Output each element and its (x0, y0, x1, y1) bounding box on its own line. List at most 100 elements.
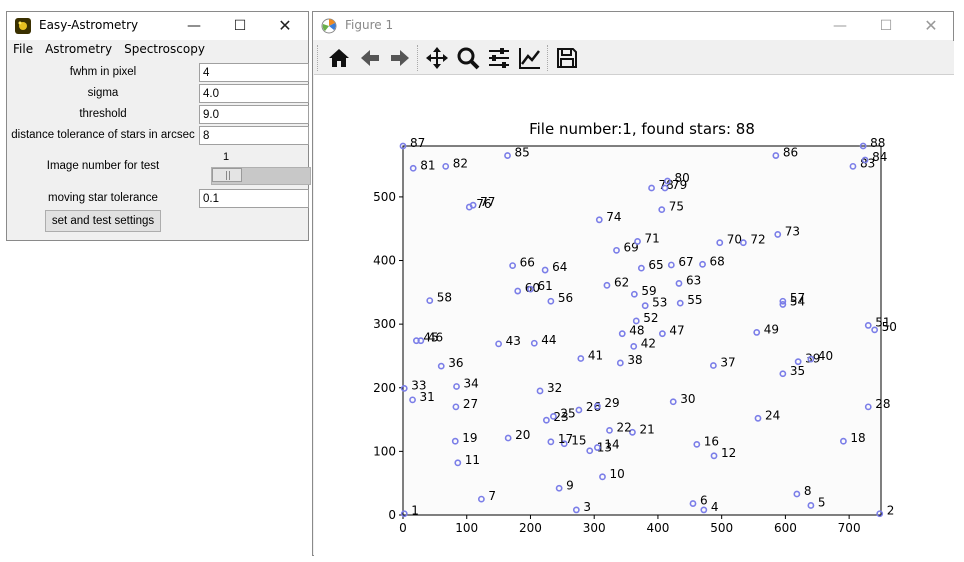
star-label: 42 (641, 336, 656, 350)
star-marker (716, 239, 724, 247)
pan-icon[interactable] (425, 46, 449, 70)
star-marker (669, 398, 677, 406)
star-label: 43 (506, 334, 521, 348)
star-marker (452, 403, 460, 411)
moving-tolerance-row: moving star tolerance (7, 189, 309, 210)
x-tick-label: 500 (710, 521, 733, 535)
star-marker (504, 152, 511, 159)
close-icon[interactable]: ✕ (278, 16, 292, 35)
menu-bar: File Astrometry Spectroscopy (7, 40, 308, 60)
maximize-icon[interactable]: ☐ (879, 18, 893, 34)
star-marker (437, 362, 445, 370)
y-tick-label: 400 (373, 254, 396, 268)
star-label: 7 (488, 489, 496, 503)
edit-axis-icon[interactable] (518, 46, 542, 70)
star-label: 36 (448, 356, 463, 370)
star-label: 35 (790, 364, 805, 378)
star-marker (547, 297, 555, 305)
star-label: 47 (669, 324, 684, 338)
star-label: 16 (704, 434, 719, 448)
threshold-label: threshold (79, 108, 127, 120)
star-label: 10 (609, 467, 624, 481)
star-label: 76 (476, 197, 491, 211)
moving-tolerance-input[interactable] (199, 189, 309, 208)
star-marker (417, 337, 425, 345)
star-label: 79 (672, 178, 687, 192)
star-marker (774, 231, 782, 238)
star-label: 50 (882, 320, 897, 334)
star-label: 33 (411, 378, 426, 392)
star-marker (577, 355, 585, 362)
easy-astrometry-titlebar[interactable]: Easy-Astrometry — ☐ ✕ (7, 12, 308, 40)
app-icon (15, 18, 31, 34)
y-tick-label: 500 (373, 190, 396, 204)
y-tick-label: 300 (373, 317, 396, 331)
star-marker (603, 281, 611, 289)
back-icon[interactable] (358, 46, 382, 70)
save-icon[interactable] (555, 46, 579, 70)
figure-title: Figure 1 (345, 18, 394, 32)
star-label: 11 (465, 453, 480, 467)
star-marker (477, 495, 485, 503)
menu-astrometry[interactable]: Astrometry (45, 42, 113, 56)
home-icon[interactable] (327, 46, 351, 70)
star-label: 53 (652, 296, 667, 310)
star-marker (859, 142, 867, 150)
star-label: 70 (727, 233, 742, 247)
star-marker (700, 506, 708, 514)
image-number-slider[interactable] (211, 167, 311, 185)
star-marker (839, 437, 847, 445)
star-marker (637, 264, 645, 272)
star-marker (779, 297, 787, 305)
star-label: 85 (515, 146, 530, 160)
menu-file[interactable]: File (13, 42, 34, 56)
fwhm-input[interactable] (199, 63, 309, 82)
sigma-input[interactable] (199, 84, 309, 103)
configure-subplots-icon[interactable] (487, 46, 511, 70)
distance-tolerance-input[interactable] (199, 126, 309, 145)
star-label: 87 (410, 136, 425, 150)
star-marker (661, 184, 669, 192)
menu-spectroscopy[interactable]: Spectroscopy (124, 42, 205, 56)
star-marker (739, 239, 747, 247)
star-marker (779, 301, 787, 308)
star-label: 1 (411, 504, 419, 518)
star-label: 2 (887, 504, 895, 518)
slider-handle[interactable] (212, 168, 242, 182)
forward-icon[interactable] (388, 46, 412, 70)
x-tick-label: 0 (399, 521, 407, 535)
close-icon[interactable]: ✕ (924, 16, 938, 35)
star-marker (399, 142, 407, 150)
star-marker (409, 164, 417, 172)
chart-title: File number:1, found stars: 88 (529, 120, 755, 138)
star-label: 8 (804, 484, 812, 498)
star-marker (794, 358, 802, 366)
star-marker (689, 500, 697, 507)
threshold-input[interactable] (199, 105, 309, 124)
star-marker (753, 329, 761, 336)
minimize-icon[interactable]: — (833, 18, 847, 34)
star-marker (699, 260, 706, 268)
star-marker (658, 330, 666, 338)
star-marker (629, 428, 636, 436)
star-marker (630, 343, 638, 350)
star-label: 51 (875, 315, 890, 329)
figure-canvas[interactable]: File number:1, found stars: 88 0 100 200 30… (314, 75, 954, 556)
zoom-icon[interactable] (456, 46, 480, 70)
star-label: 14 (604, 438, 619, 452)
figure-titlebar[interactable]: Figure 1 — ☐ ✕ (313, 12, 953, 40)
star-label: 65 (648, 258, 663, 272)
star-label: 38 (627, 353, 642, 367)
star-label: 20 (515, 428, 530, 442)
star-marker (849, 162, 857, 170)
star-label: 21 (639, 422, 654, 436)
star-label: 88 (870, 136, 885, 150)
sigma-label: sigma (87, 87, 119, 99)
set-and-test-settings-button[interactable]: set and test settings (45, 210, 161, 232)
star-marker (616, 359, 624, 367)
star-label: 63 (686, 273, 701, 287)
maximize-icon[interactable]: ☐ (233, 18, 247, 34)
star-label: 66 (520, 256, 535, 270)
star-label: 73 (785, 224, 800, 238)
minimize-icon[interactable]: — (187, 18, 201, 34)
